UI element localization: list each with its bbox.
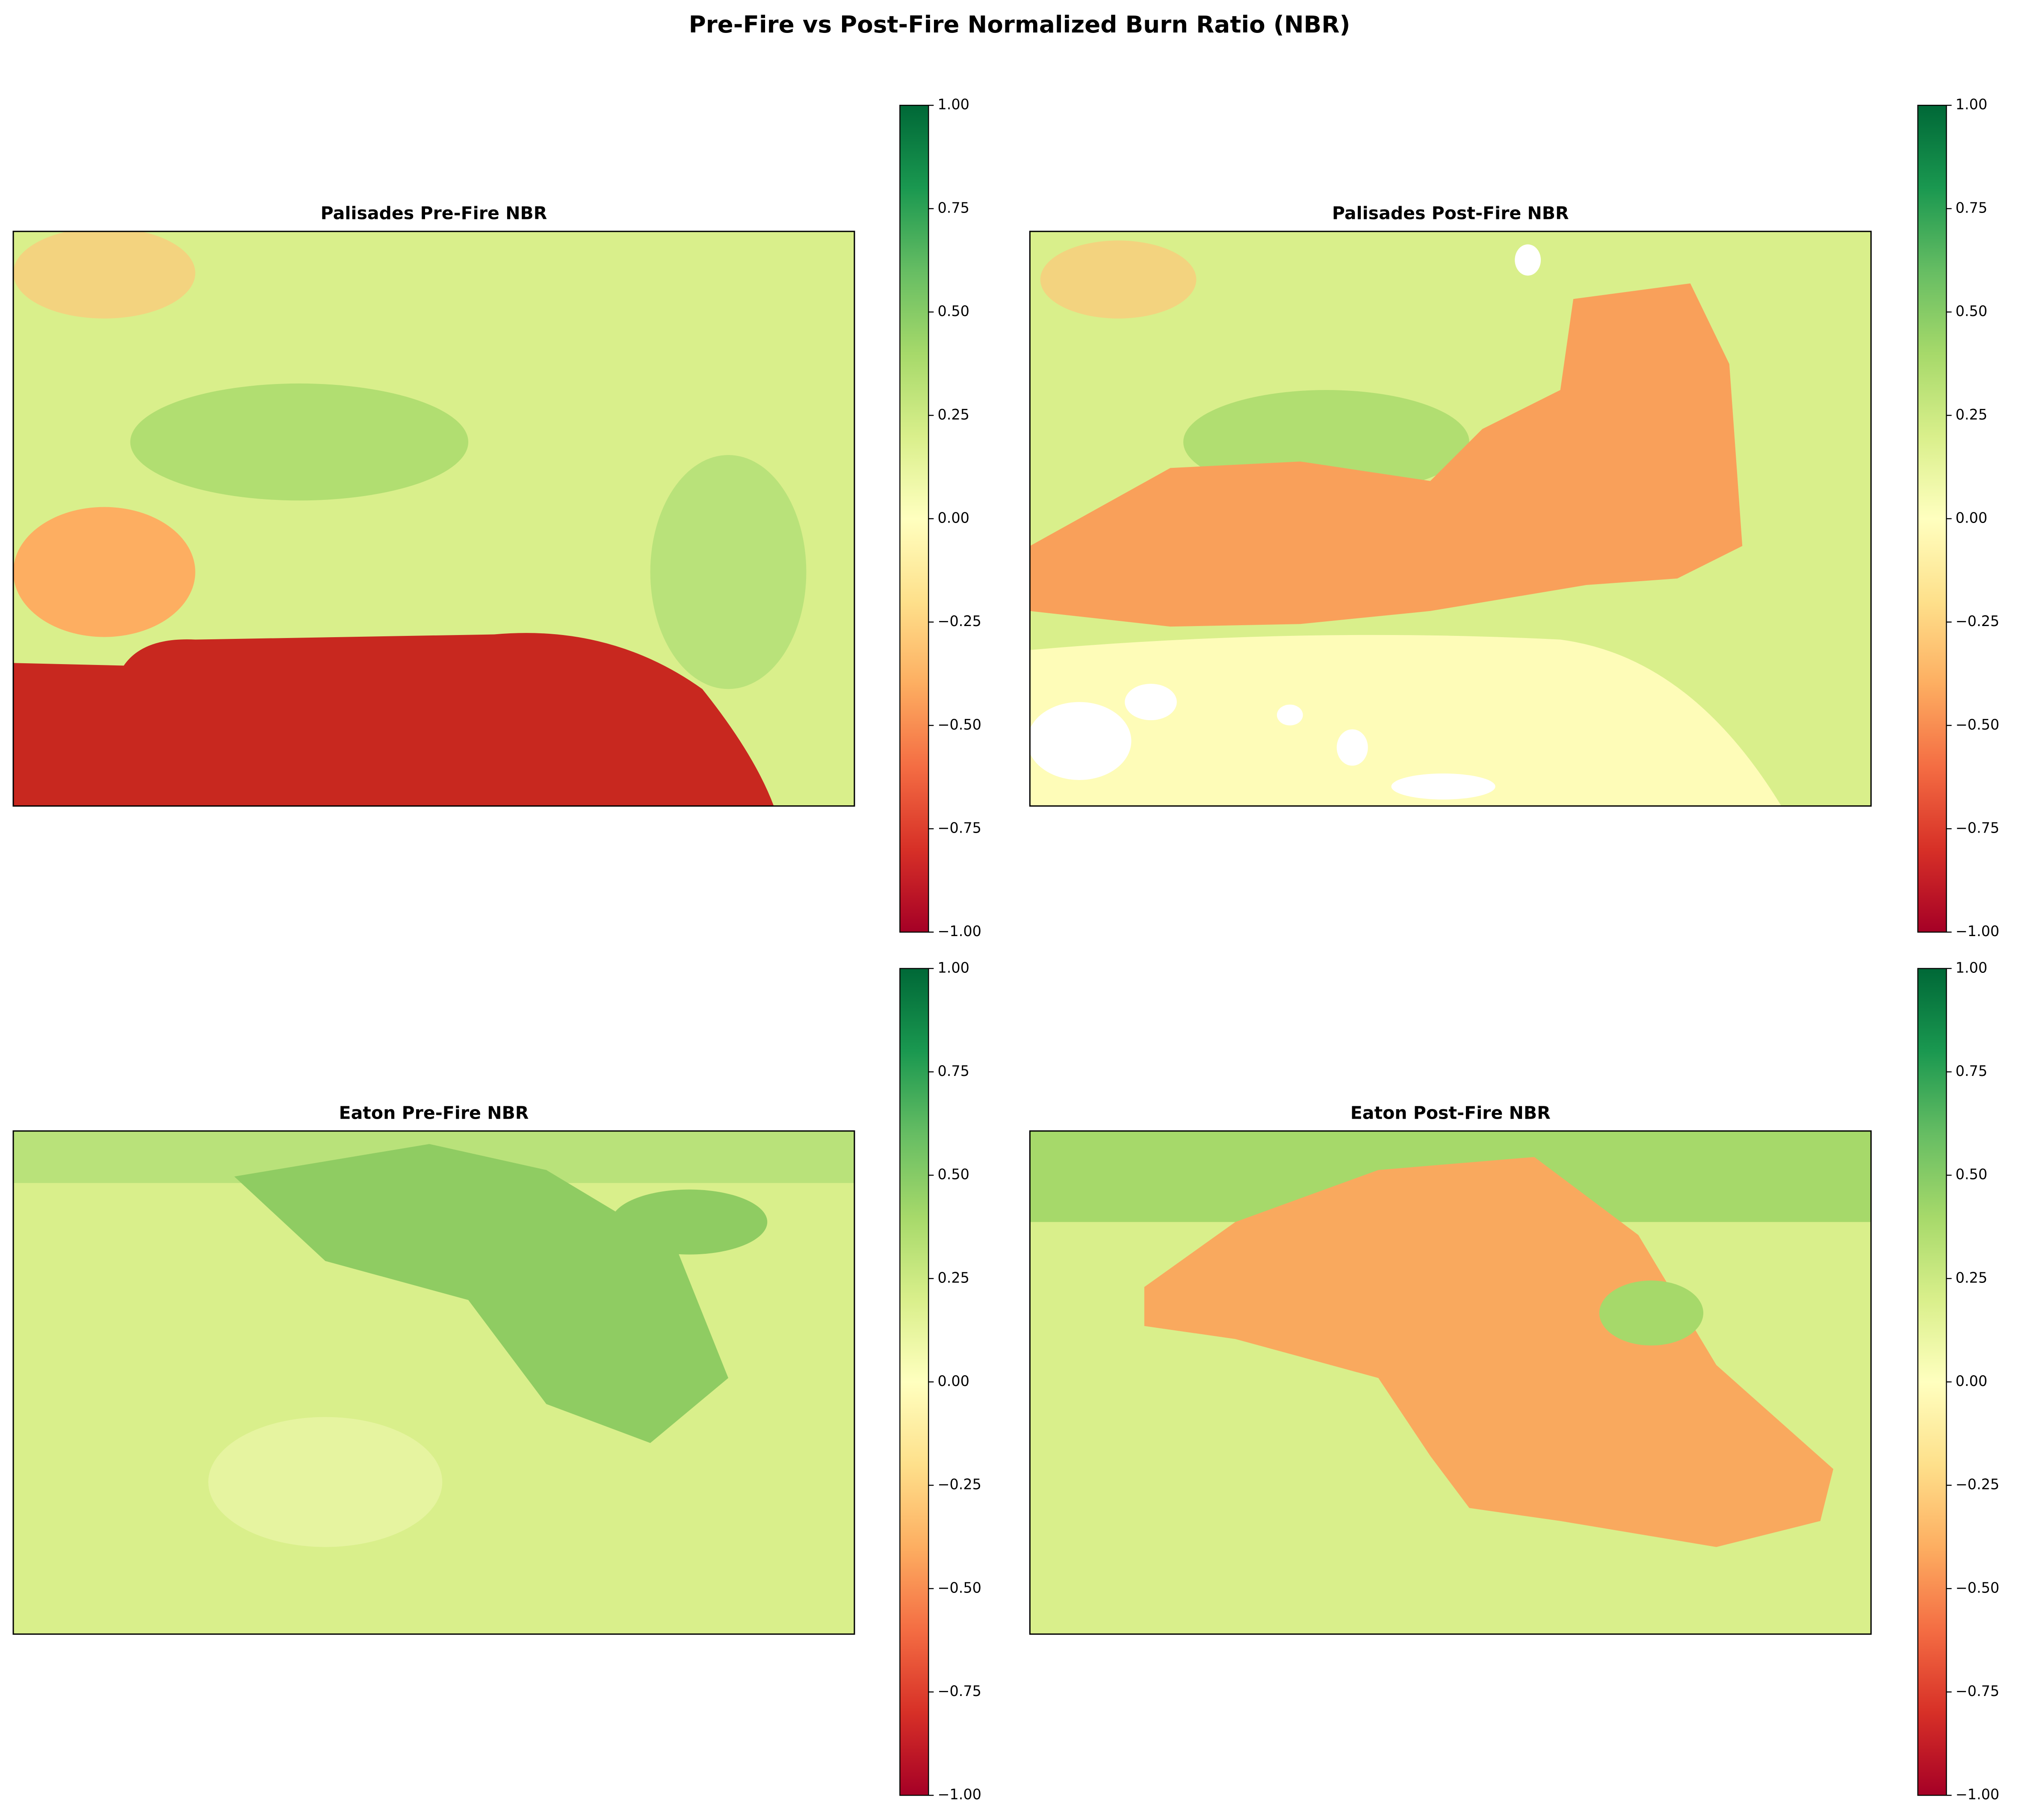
colorbar-tick-label: 0.00 <box>1956 1373 1987 1389</box>
plot-frame <box>1029 230 1872 807</box>
colorbar-tick-label: −0.25 <box>937 1476 981 1493</box>
raster <box>13 231 854 806</box>
plot-frame <box>12 1130 855 1635</box>
colorbar-tick-label: 0.00 <box>937 1373 969 1389</box>
colorbar-tick-label: 1.00 <box>1956 959 1987 976</box>
colorbar-tick-label: 1.00 <box>937 959 969 976</box>
colorbar-tick-label: −0.75 <box>1956 1683 1999 1699</box>
raster <box>1030 1131 1871 1634</box>
colorbar-tick-label: 0.50 <box>937 1166 969 1183</box>
colorbar-tick-label: 1.00 <box>937 96 969 113</box>
colorbar-tick-label: 0.25 <box>1956 1269 1987 1286</box>
colorbar-tick-label: 0.75 <box>1956 199 1987 216</box>
colorbar-tick-label: 0.50 <box>1956 1166 1987 1183</box>
colorbar-tick-label: 0.50 <box>937 303 969 319</box>
colorbar-tick-label: −1.00 <box>937 923 981 940</box>
colorbar-tick-label: 0.25 <box>937 406 969 423</box>
colorbar-tick-label: −1.00 <box>937 1786 981 1803</box>
colorbar-tick-label: −1.00 <box>1956 1786 1999 1803</box>
colorbar <box>1917 105 1947 933</box>
colorbar-tick-label: 0.75 <box>937 1063 969 1079</box>
colorbar-tick-label: −1.00 <box>1956 923 1999 940</box>
colorbar-tick-label: −0.75 <box>937 1683 981 1699</box>
plot-frame <box>1029 1130 1872 1635</box>
colorbar <box>899 105 929 933</box>
raster <box>1030 231 1871 806</box>
panel-title: Palisades Pre-Fire NBR <box>321 203 547 224</box>
colorbar-tick-label: −0.50 <box>937 1579 981 1596</box>
colorbar-tick-label: −0.75 <box>1956 820 1999 836</box>
colorbar-tick-label: −0.25 <box>1956 613 1999 629</box>
colorbar-tick-label: 1.00 <box>1956 96 1987 113</box>
raster <box>13 1131 854 1634</box>
colorbar-tick-label: −0.50 <box>1956 1579 1999 1596</box>
colorbar <box>899 968 929 1796</box>
colorbar-tick-label: −0.25 <box>1956 1476 1999 1493</box>
colorbar-tick-label: 0.75 <box>1956 1063 1987 1079</box>
plot-frame <box>12 230 855 807</box>
colorbar-tick-label: −0.75 <box>937 820 981 836</box>
panel-title: Eaton Post-Fire NBR <box>1350 1102 1551 1123</box>
figure-title: Pre-Fire vs Post-Fire Normalized Burn Ra… <box>689 11 1350 38</box>
colorbar-tick-label: −0.50 <box>937 716 981 733</box>
panel-title: Eaton Pre-Fire NBR <box>339 1102 529 1123</box>
colorbar-tick-label: 0.50 <box>1956 303 1987 319</box>
colorbar-tick-label: 0.25 <box>1956 406 1987 423</box>
panel-title: Palisades Post-Fire NBR <box>1332 203 1569 224</box>
colorbar-tick-label: 0.75 <box>937 199 969 216</box>
colorbar-tick-label: 0.25 <box>937 1269 969 1286</box>
colorbar-tick-label: 0.00 <box>937 509 969 526</box>
colorbar-tick-label: 0.00 <box>1956 509 1987 526</box>
colorbar-tick-label: −0.25 <box>937 613 981 629</box>
colorbar-tick-label: −0.50 <box>1956 716 1999 733</box>
colorbar <box>1917 968 1947 1796</box>
